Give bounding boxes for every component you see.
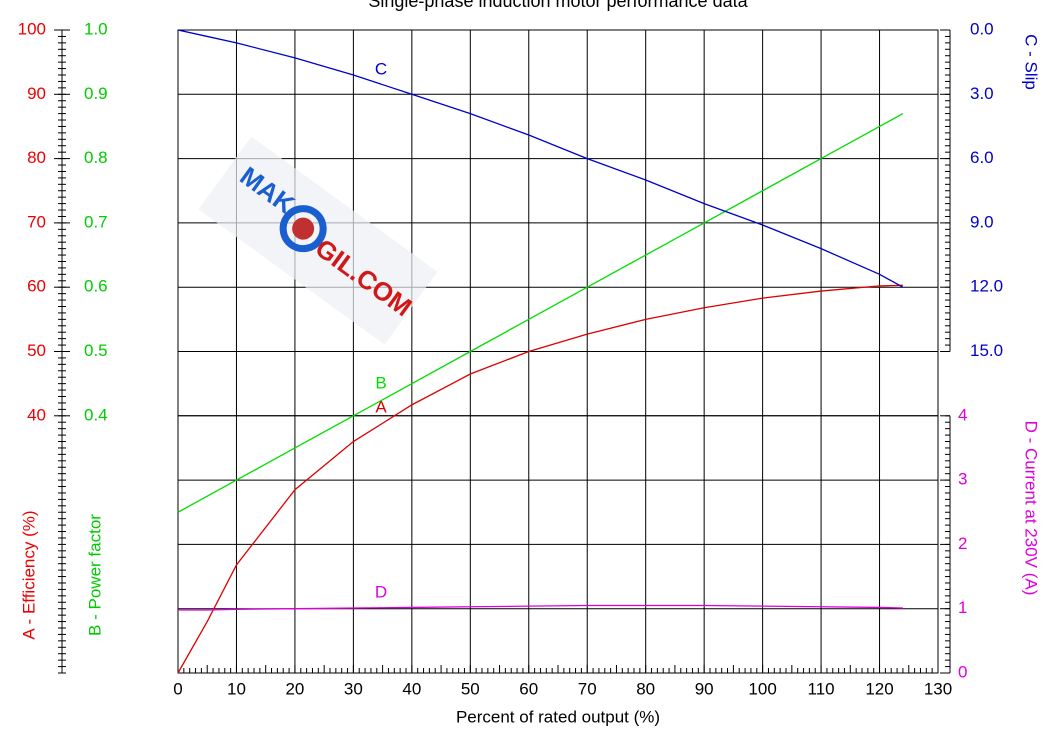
x-tick-label: 50 bbox=[461, 679, 480, 698]
y-tick-label: 0.9 bbox=[84, 84, 108, 103]
chart-title: Single-phase induction motor performance… bbox=[368, 0, 748, 11]
x-tick-label: 30 bbox=[344, 679, 363, 698]
x-tick-label: 80 bbox=[636, 679, 655, 698]
y-tick-label: 15.0 bbox=[970, 341, 1003, 360]
y-tick-label: 0.6 bbox=[84, 277, 108, 296]
y-tick-label: 90 bbox=[27, 84, 46, 103]
y-tick-label: 70 bbox=[27, 212, 46, 231]
y-tick-label: 50 bbox=[27, 341, 46, 360]
y-tick-label: 3.0 bbox=[970, 84, 994, 103]
x-tick-label: 20 bbox=[285, 679, 304, 698]
curve-label: D bbox=[375, 582, 387, 601]
y-tick-label: 0.8 bbox=[84, 148, 108, 167]
x-tick-label: 70 bbox=[578, 679, 597, 698]
y-tick-label: 12.0 bbox=[970, 277, 1003, 296]
y-tick-label: 80 bbox=[27, 148, 46, 167]
x-tick-label: 10 bbox=[227, 679, 246, 698]
y-tick-label: 1.0 bbox=[84, 19, 108, 38]
y-tick-label: 100 bbox=[18, 19, 46, 38]
plot-frame bbox=[177, 29, 939, 674]
x-tick-label: 100 bbox=[748, 679, 776, 698]
x-tick-label: 0 bbox=[173, 679, 182, 698]
axis-title: A - Efficiency (%) bbox=[19, 510, 38, 639]
y-tick-label: 60 bbox=[27, 277, 46, 296]
curve-label: B bbox=[375, 373, 386, 392]
series-line bbox=[178, 604, 903, 611]
watermark-logo bbox=[279, 205, 327, 253]
watermark: MAK GIL.COM bbox=[198, 136, 438, 345]
x-tick-label: 110 bbox=[808, 679, 835, 698]
y-tick-label: 40 bbox=[27, 405, 46, 424]
axis-title: C - Slip bbox=[1022, 34, 1041, 90]
y-tick-label: 0 bbox=[958, 662, 967, 681]
x-tick-label: 120 bbox=[865, 679, 893, 698]
y-tick-label: 6.0 bbox=[970, 148, 994, 167]
y-tick-label: 1 bbox=[958, 598, 967, 617]
x-tick-label: 130 bbox=[924, 679, 952, 698]
x-axis-label: Percent of rated output (%) bbox=[456, 707, 660, 726]
series-line bbox=[177, 284, 903, 674]
watermark-logo bbox=[292, 217, 315, 240]
x-tick-label: 40 bbox=[402, 679, 421, 698]
y-tick-label: 0.5 bbox=[84, 341, 108, 360]
curve-label: C bbox=[375, 59, 387, 78]
y-tick-label: 0.7 bbox=[84, 212, 108, 231]
x-tick-label: 90 bbox=[695, 679, 714, 698]
axis-title: B - Power factor bbox=[85, 514, 104, 636]
y-tick-label: 9.0 bbox=[970, 212, 994, 231]
y-tick-label: 3 bbox=[958, 470, 967, 489]
y-tick-label: 2 bbox=[958, 534, 967, 553]
y-tick-label: 0.0 bbox=[970, 19, 994, 38]
x-tick-label: 60 bbox=[519, 679, 538, 698]
series-line bbox=[177, 29, 904, 288]
axis-title: D - Current at 230V (A) bbox=[1022, 421, 1041, 596]
y-tick-label: 0.4 bbox=[84, 405, 108, 424]
y-tick-label: 4 bbox=[958, 405, 967, 424]
series-line bbox=[177, 113, 904, 513]
